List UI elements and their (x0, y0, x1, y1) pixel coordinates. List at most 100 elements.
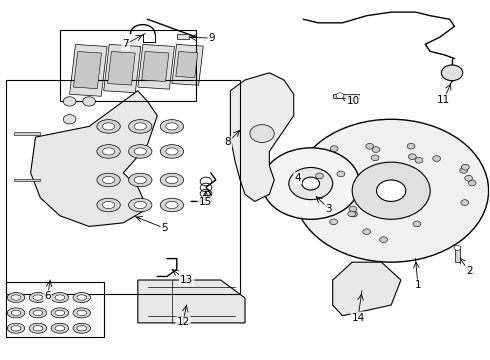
Circle shape (349, 206, 357, 212)
Circle shape (461, 200, 468, 206)
Text: 7: 7 (122, 39, 129, 49)
Circle shape (63, 114, 76, 124)
Polygon shape (30, 91, 157, 226)
Circle shape (63, 97, 76, 106)
Circle shape (352, 162, 430, 219)
Circle shape (407, 143, 415, 149)
Ellipse shape (128, 120, 152, 133)
Ellipse shape (7, 308, 25, 318)
Bar (60, 30, 196, 102)
Text: 9: 9 (209, 33, 215, 43)
Circle shape (316, 173, 323, 179)
Ellipse shape (102, 148, 115, 155)
Circle shape (415, 157, 423, 163)
Ellipse shape (77, 295, 87, 300)
Bar (14, 132, 40, 135)
Bar (333, 94, 360, 98)
Bar (455, 246, 460, 262)
Circle shape (250, 125, 274, 143)
Text: 8: 8 (224, 138, 231, 148)
Ellipse shape (160, 145, 184, 158)
Ellipse shape (128, 198, 152, 212)
Ellipse shape (77, 325, 87, 331)
Circle shape (83, 97, 96, 106)
Ellipse shape (128, 173, 152, 187)
Ellipse shape (77, 310, 87, 316)
Bar (74, 51, 101, 89)
Ellipse shape (102, 176, 115, 184)
Ellipse shape (29, 323, 47, 333)
Circle shape (348, 211, 356, 217)
Circle shape (460, 167, 467, 173)
Circle shape (262, 148, 360, 219)
Ellipse shape (97, 198, 120, 212)
Ellipse shape (134, 148, 147, 155)
Text: 6: 6 (45, 291, 51, 301)
Circle shape (462, 164, 469, 170)
Ellipse shape (73, 293, 91, 302)
Ellipse shape (102, 202, 115, 208)
Text: 12: 12 (176, 317, 190, 327)
Ellipse shape (134, 202, 147, 208)
Circle shape (413, 221, 421, 227)
Polygon shape (230, 73, 294, 202)
Text: 5: 5 (161, 223, 168, 233)
Circle shape (330, 146, 338, 152)
Ellipse shape (7, 293, 25, 302)
Ellipse shape (51, 323, 69, 333)
Circle shape (465, 175, 472, 181)
Ellipse shape (11, 310, 21, 316)
Bar (6, 80, 240, 294)
Circle shape (363, 229, 370, 234)
Bar (177, 33, 189, 39)
Ellipse shape (134, 123, 147, 130)
Circle shape (366, 143, 373, 149)
Text: 2: 2 (466, 266, 472, 276)
Bar (104, 44, 141, 93)
Ellipse shape (33, 310, 43, 316)
Ellipse shape (33, 325, 43, 331)
Circle shape (330, 219, 338, 225)
Ellipse shape (33, 295, 43, 300)
Bar (70, 44, 107, 96)
Ellipse shape (102, 123, 115, 130)
Circle shape (433, 156, 441, 161)
Text: 3: 3 (325, 203, 332, 213)
Text: 10: 10 (346, 96, 360, 107)
Text: 14: 14 (351, 312, 365, 323)
Ellipse shape (166, 202, 178, 208)
Polygon shape (333, 262, 401, 316)
Ellipse shape (7, 323, 25, 333)
Ellipse shape (160, 173, 184, 187)
Ellipse shape (11, 325, 21, 331)
Ellipse shape (128, 145, 152, 158)
Ellipse shape (29, 293, 47, 302)
Ellipse shape (55, 310, 65, 316)
Ellipse shape (160, 198, 184, 212)
Circle shape (337, 171, 345, 177)
Ellipse shape (51, 293, 69, 302)
Circle shape (350, 211, 358, 217)
Ellipse shape (160, 120, 184, 133)
Bar (172, 44, 203, 85)
Ellipse shape (97, 173, 120, 187)
Bar (6, 282, 104, 337)
Circle shape (468, 180, 476, 186)
Circle shape (409, 154, 416, 159)
Bar (14, 179, 40, 181)
Ellipse shape (166, 148, 178, 155)
Bar (142, 51, 169, 81)
Circle shape (372, 147, 380, 152)
Ellipse shape (11, 295, 21, 300)
Ellipse shape (134, 176, 147, 184)
Ellipse shape (29, 308, 47, 318)
Ellipse shape (55, 295, 65, 300)
Ellipse shape (97, 120, 120, 133)
Text: 13: 13 (180, 275, 193, 285)
Text: 1: 1 (415, 280, 421, 291)
Circle shape (294, 119, 489, 262)
Circle shape (371, 155, 379, 161)
Circle shape (336, 93, 344, 99)
Ellipse shape (73, 323, 91, 333)
Ellipse shape (166, 123, 178, 130)
